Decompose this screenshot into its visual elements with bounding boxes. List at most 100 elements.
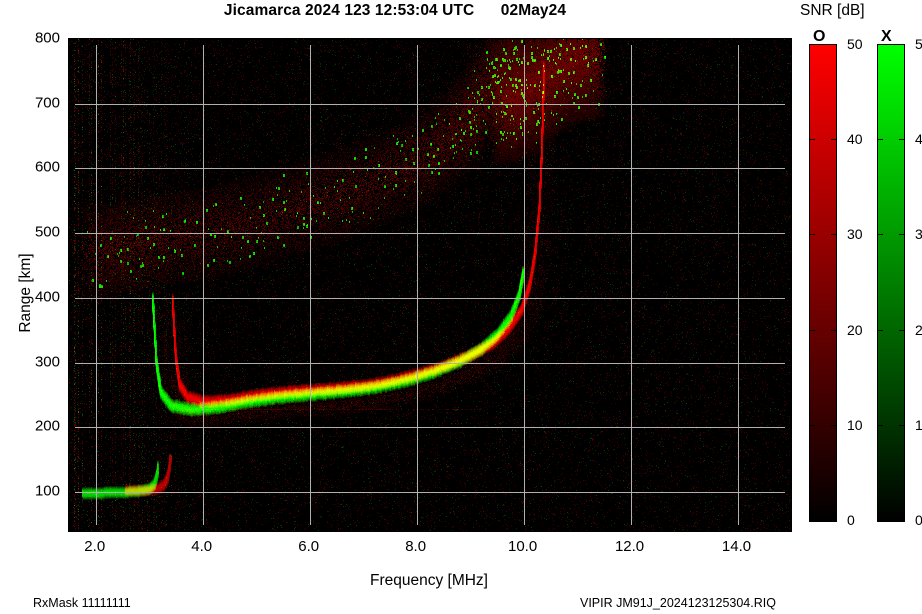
x-axis-tick-minor bbox=[288, 39, 289, 43]
colorbar-tick-label: 20 bbox=[915, 322, 922, 338]
x-axis-tick-minor bbox=[160, 39, 161, 43]
x-axis-tick-minor bbox=[192, 39, 193, 43]
x-axis-tick-minor bbox=[759, 39, 760, 43]
x-axis-tick-minor bbox=[727, 527, 728, 531]
x-axis-tick-major bbox=[203, 525, 204, 531]
x-axis-tick-minor bbox=[502, 527, 503, 531]
x-axis-tick-minor bbox=[352, 39, 353, 43]
y-axis-tick-minor bbox=[69, 117, 73, 118]
x-axis-tick-major bbox=[524, 39, 525, 45]
y-axis-tick-minor bbox=[787, 117, 791, 118]
colorbar-tick-label: 30 bbox=[915, 226, 922, 242]
y-axis-tick-label: 200 bbox=[34, 417, 60, 435]
y-axis-tick-minor bbox=[69, 505, 73, 506]
y-axis-tick-minor bbox=[69, 246, 73, 247]
y-axis-tick-minor bbox=[787, 194, 791, 195]
y-axis-tick-label: 100 bbox=[34, 482, 60, 500]
colorbar-tick-label: 50 bbox=[847, 36, 863, 52]
x-axis-tick-minor bbox=[652, 527, 653, 531]
x-axis-tick-minor bbox=[267, 527, 268, 531]
y-axis-tick-minor bbox=[69, 440, 73, 441]
x-axis-tick-minor bbox=[770, 527, 771, 531]
y-axis-tick-minor bbox=[787, 440, 791, 441]
x-axis-tick-minor bbox=[320, 527, 321, 531]
x-axis-tick-major bbox=[96, 525, 97, 531]
y-axis-tick-major bbox=[785, 39, 791, 40]
x-axis-tick-minor bbox=[427, 39, 428, 43]
y-axis-tick-label: 700 bbox=[34, 94, 60, 112]
colorbar-tick bbox=[810, 425, 815, 426]
x-axis-tick-minor bbox=[256, 527, 257, 531]
x-axis-tick-minor bbox=[556, 527, 557, 531]
y-axis-tick-minor bbox=[787, 453, 791, 454]
colorbar-tick bbox=[831, 330, 836, 331]
x-axis-tick-major bbox=[310, 39, 311, 45]
colorbar-tick bbox=[878, 234, 883, 235]
x-axis-tick-minor bbox=[716, 527, 717, 531]
colorbar-title: SNR [dB] bbox=[800, 2, 865, 19]
x-axis-tick-minor bbox=[267, 39, 268, 43]
y-axis-tick-minor bbox=[787, 389, 791, 390]
colorbar-o-mode-label: O bbox=[813, 28, 826, 45]
y-axis-tick-minor bbox=[69, 91, 73, 92]
y-axis-tick-major bbox=[785, 233, 791, 234]
x-axis-tick-major bbox=[738, 39, 739, 45]
x-axis-tick-minor bbox=[331, 39, 332, 43]
plot-inner bbox=[69, 39, 791, 531]
source-file-label: VIPIR JM91J_2024123125304.RIQ bbox=[580, 596, 776, 610]
x-axis-tick-minor bbox=[385, 39, 386, 43]
x-axis-tick-minor bbox=[299, 39, 300, 43]
y-axis-tick-minor bbox=[69, 518, 73, 519]
x-axis-tick-minor bbox=[320, 39, 321, 43]
y-axis-tick-minor bbox=[69, 402, 73, 403]
x-axis-tick-major bbox=[417, 525, 418, 531]
y-axis-tick-label: 400 bbox=[34, 288, 60, 306]
y-axis-tick-major bbox=[785, 168, 791, 169]
x-axis-tick-minor bbox=[245, 39, 246, 43]
y-axis-tick-minor bbox=[787, 324, 791, 325]
x-axis-tick-minor bbox=[695, 39, 696, 43]
y-axis-tick-minor bbox=[787, 52, 791, 53]
y-axis-tick-minor bbox=[787, 272, 791, 273]
x-axis-tick-minor bbox=[492, 527, 493, 531]
x-axis-tick-minor bbox=[342, 39, 343, 43]
x-axis-tick-minor bbox=[492, 39, 493, 43]
y-axis-tick-major bbox=[69, 492, 75, 493]
colorbar-tick bbox=[899, 234, 904, 235]
x-axis-tick-label: 8.0 bbox=[405, 538, 427, 555]
y-axis-tick-minor bbox=[787, 376, 791, 377]
x-axis-tick-minor bbox=[85, 527, 86, 531]
colorbar-tick bbox=[831, 425, 836, 426]
x-axis-tick-minor bbox=[213, 39, 214, 43]
colorbar-tick-label: 0 bbox=[915, 512, 922, 528]
x-axis-tick-minor bbox=[534, 527, 535, 531]
x-axis-tick-minor bbox=[481, 527, 482, 531]
y-axis-tick-minor bbox=[787, 466, 791, 467]
x-axis-tick-minor bbox=[235, 527, 236, 531]
y-axis-tick-minor bbox=[69, 285, 73, 286]
y-axis-tick-minor bbox=[69, 220, 73, 221]
colorbar-tick bbox=[810, 330, 815, 331]
x-axis-tick-label: 2.0 bbox=[84, 538, 106, 555]
x-axis-tick-minor bbox=[759, 527, 760, 531]
x-axis-tick-minor bbox=[278, 527, 279, 531]
x-axis-tick-major bbox=[631, 525, 632, 531]
x-axis-tick-minor bbox=[160, 527, 161, 531]
x-axis-tick-minor bbox=[139, 527, 140, 531]
y-axis-tick-minor bbox=[69, 324, 73, 325]
y-axis-tick-minor bbox=[787, 402, 791, 403]
page-title: Jicamarca 2024 123 12:53:04 UTC 02May24 bbox=[223, 2, 567, 19]
x-axis-tick-minor bbox=[438, 527, 439, 531]
x-axis-tick-minor bbox=[406, 527, 407, 531]
x-axis-tick-minor bbox=[470, 527, 471, 531]
x-axis-tick-minor bbox=[213, 527, 214, 531]
x-axis-tick-minor bbox=[673, 527, 674, 531]
y-axis-tick-label: 800 bbox=[34, 29, 60, 47]
x-axis-tick-minor bbox=[438, 39, 439, 43]
y-axis-tick-minor bbox=[787, 156, 791, 157]
colorbar-tick-label: 10 bbox=[847, 417, 863, 433]
y-axis-tick-major bbox=[785, 298, 791, 299]
x-axis-tick-minor bbox=[577, 527, 578, 531]
x-axis-tick-minor bbox=[609, 527, 610, 531]
